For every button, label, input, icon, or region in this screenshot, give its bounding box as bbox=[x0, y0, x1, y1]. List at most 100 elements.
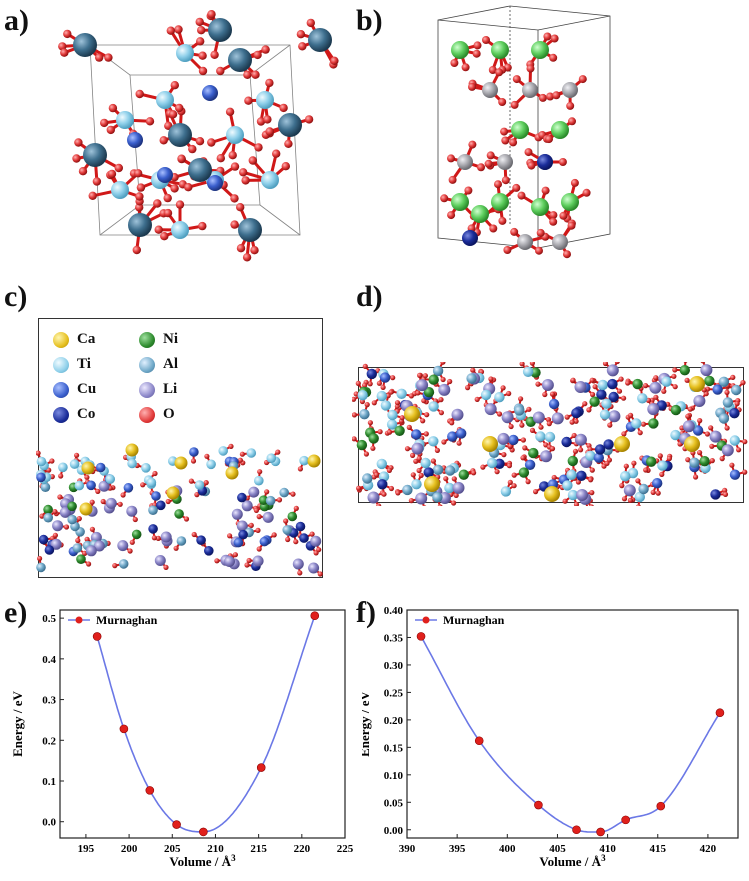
atom-co bbox=[377, 479, 388, 490]
murnaghan-fit-curve bbox=[96, 615, 316, 833]
atom-al bbox=[718, 413, 730, 424]
atom-o bbox=[524, 148, 533, 157]
atom-ti bbox=[69, 459, 80, 469]
atom-o bbox=[283, 518, 289, 524]
atom-o bbox=[550, 34, 559, 43]
atom-o bbox=[377, 429, 383, 435]
atom-o bbox=[507, 479, 513, 485]
atom-o bbox=[57, 494, 63, 500]
atom-o bbox=[107, 169, 117, 179]
atom-o bbox=[216, 66, 225, 76]
atom-o bbox=[582, 188, 591, 197]
atom-o bbox=[520, 455, 526, 461]
atom-o bbox=[353, 391, 359, 397]
atom-o bbox=[297, 570, 303, 576]
atom-ca bbox=[307, 454, 321, 468]
atom-o bbox=[188, 478, 194, 484]
atom-ni bbox=[704, 375, 715, 387]
atom-o bbox=[519, 362, 525, 367]
y-tick-label: 0.2 bbox=[42, 735, 56, 747]
atom-o bbox=[511, 472, 517, 478]
atom-o bbox=[362, 382, 368, 388]
atom-o bbox=[198, 51, 207, 60]
atom-o bbox=[63, 524, 70, 530]
atom-o bbox=[49, 458, 55, 464]
atom-ni bbox=[679, 365, 690, 376]
atom-o bbox=[657, 453, 663, 459]
atom-o bbox=[628, 412, 634, 418]
atom-o bbox=[112, 563, 118, 569]
atom-o bbox=[239, 168, 248, 177]
atom-o bbox=[635, 504, 641, 506]
atom-o bbox=[416, 455, 422, 462]
atom-li bbox=[236, 520, 248, 532]
atom-o bbox=[650, 489, 656, 495]
atom-o bbox=[254, 143, 263, 152]
atom-o bbox=[500, 127, 509, 136]
x-tick-label: 390 bbox=[399, 843, 416, 855]
atom-big bbox=[238, 218, 262, 242]
atom-ti bbox=[376, 458, 387, 470]
atom-o bbox=[570, 178, 579, 187]
atom-o bbox=[552, 91, 561, 100]
y-tick-label: 0.20 bbox=[384, 715, 404, 727]
atom-o bbox=[546, 92, 555, 101]
atom-o bbox=[489, 224, 498, 233]
atom-o bbox=[666, 455, 672, 462]
legend-ti: Ti bbox=[53, 356, 91, 373]
atom-li bbox=[576, 489, 589, 501]
atom-ti bbox=[386, 419, 398, 430]
atom-ni bbox=[428, 374, 439, 385]
atom-cu bbox=[411, 429, 422, 440]
atom-ti bbox=[562, 480, 573, 491]
y-tick-label: 0.4 bbox=[42, 654, 56, 666]
atom-o bbox=[621, 496, 628, 502]
atom-o bbox=[373, 472, 380, 478]
atom-o bbox=[588, 504, 594, 506]
atom-o bbox=[461, 63, 470, 72]
atom-o bbox=[545, 135, 553, 144]
atom-o bbox=[228, 443, 234, 449]
atom-al bbox=[718, 376, 730, 387]
atom-al bbox=[638, 483, 649, 495]
atom-o bbox=[614, 362, 620, 365]
legend-cu: Cu bbox=[53, 381, 96, 398]
atom-o bbox=[230, 220, 239, 229]
atom-o bbox=[58, 42, 67, 51]
atom-li bbox=[647, 403, 660, 416]
supercell-structure-d bbox=[352, 362, 748, 506]
legend-label-ni: Ni bbox=[163, 331, 178, 347]
atom-ni bbox=[131, 529, 142, 540]
atom-o bbox=[387, 429, 393, 435]
atom-o bbox=[190, 458, 197, 464]
atom-o bbox=[653, 394, 659, 400]
atom-o bbox=[380, 384, 386, 390]
atom-cu bbox=[652, 478, 663, 489]
atom-li bbox=[606, 364, 619, 377]
atom-o bbox=[84, 536, 90, 542]
atom-o bbox=[188, 144, 197, 154]
atom-ti bbox=[127, 458, 137, 469]
atom-o bbox=[495, 68, 504, 77]
atom-o bbox=[72, 154, 81, 163]
atom-o bbox=[447, 154, 455, 163]
atom-o bbox=[509, 138, 518, 147]
atom-o bbox=[440, 194, 449, 203]
atom-o bbox=[482, 36, 490, 44]
atom-li bbox=[693, 395, 706, 407]
atom-co bbox=[204, 546, 214, 556]
y-tick-label: 0.00 bbox=[384, 825, 404, 837]
atom-o bbox=[232, 552, 238, 558]
atom-o bbox=[533, 489, 539, 495]
x-tick-label: 395 bbox=[449, 843, 466, 855]
atom-o bbox=[195, 17, 204, 27]
atom-o bbox=[108, 103, 118, 113]
atom-o bbox=[473, 41, 482, 50]
atom-al bbox=[432, 492, 443, 503]
atom-li bbox=[93, 540, 105, 552]
atom-o bbox=[95, 488, 101, 494]
atom-ti bbox=[566, 469, 577, 480]
atom-co bbox=[596, 389, 607, 400]
atom-o bbox=[470, 367, 476, 373]
atom-o bbox=[244, 96, 253, 105]
